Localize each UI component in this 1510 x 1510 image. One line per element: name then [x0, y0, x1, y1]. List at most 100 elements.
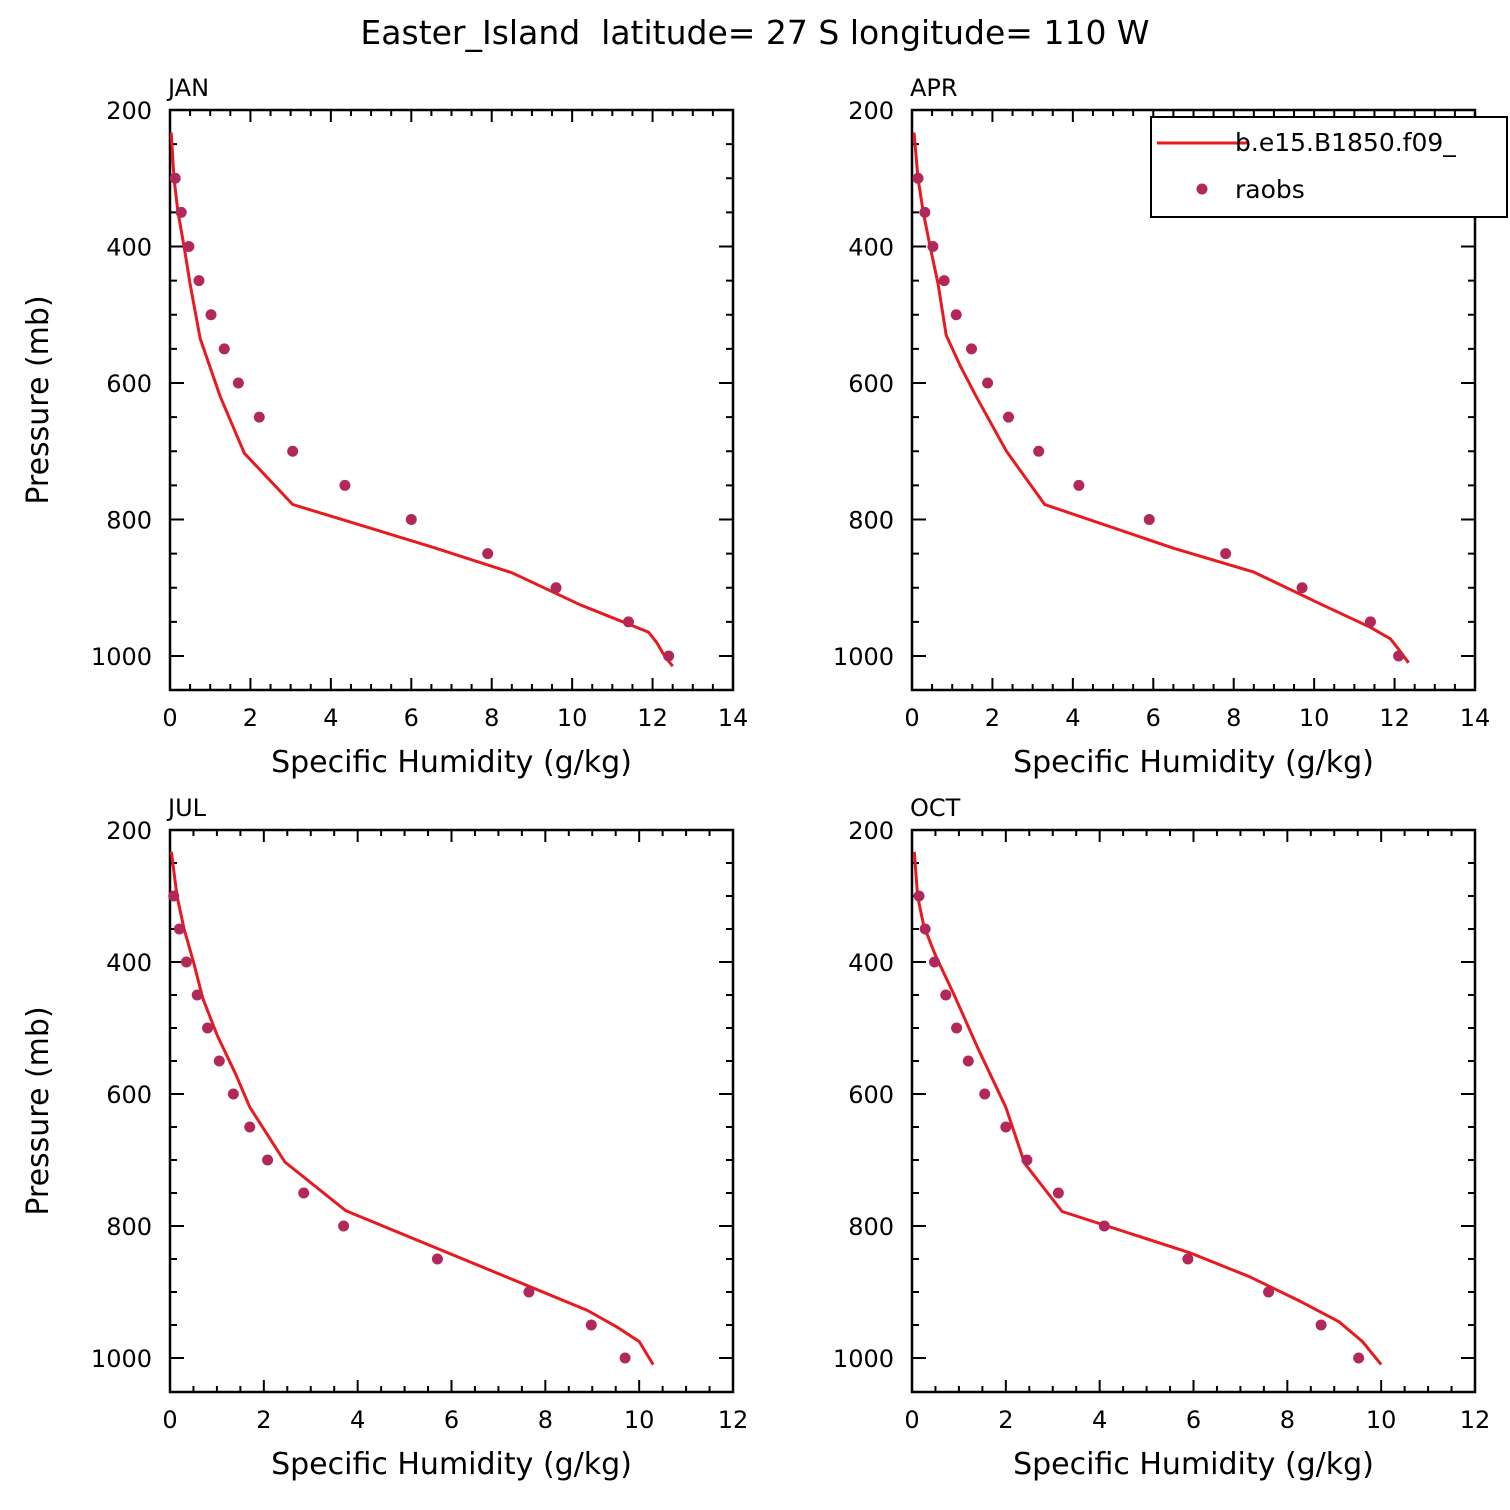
raobs-point	[244, 1121, 256, 1133]
raobs-point	[523, 1286, 535, 1298]
y-tick-label: 1000	[833, 1345, 894, 1373]
raobs-point	[622, 616, 634, 628]
raobs-point	[919, 206, 931, 218]
plot-frame	[168, 108, 735, 692]
y-tick-label: 200	[106, 817, 152, 845]
panel-label: APR	[910, 74, 958, 102]
legend: b.e15.B1850.f09_raobs	[1150, 116, 1508, 218]
y-tick-label: 1000	[833, 643, 894, 671]
x-tick-label: 2	[998, 1406, 1013, 1434]
figure-title: Easter_Island latitude= 27 S longitude= …	[360, 13, 1149, 52]
raobs-point	[927, 241, 939, 252]
model-series-line	[169, 851, 655, 1366]
raobs-point	[205, 309, 217, 321]
raobs-point	[1073, 479, 1085, 491]
x-tick-label: 10	[557, 704, 588, 732]
raobs-point	[1003, 411, 1015, 423]
x-tick-label: 2	[243, 704, 258, 732]
raobs-point	[298, 1187, 310, 1199]
y-tick-label: 800	[106, 1213, 152, 1241]
y-tick-label: 400	[848, 949, 894, 977]
x-tick-label: 6	[404, 704, 419, 732]
raobs-point	[168, 890, 180, 902]
raobs-point	[1315, 1319, 1327, 1331]
x-tick-label: 10	[624, 1406, 655, 1434]
raobs-point	[1098, 1220, 1110, 1232]
y-tick-label: 200	[848, 817, 894, 845]
raobs-point	[227, 1088, 239, 1100]
x-tick-label: 6	[1146, 704, 1161, 732]
x-tick-label: 10	[1366, 1406, 1397, 1434]
x-axis-label: Specific Humidity (g/kg)	[271, 1447, 632, 1482]
x-tick-label: 0	[162, 1406, 177, 1434]
raobs-point	[938, 275, 950, 287]
raobs-point	[287, 445, 299, 457]
raobs-point	[169, 172, 181, 184]
raobs-point	[1143, 514, 1155, 525]
raobs-point	[979, 1088, 991, 1100]
raobs-point	[1353, 1352, 1365, 1364]
y-tick-label: 200	[848, 97, 894, 125]
raobs-point	[585, 1319, 597, 1331]
raobs-point	[982, 377, 994, 389]
raobs-point	[1296, 582, 1308, 594]
raobs-point	[912, 172, 924, 184]
panel-oct: OCT 0 2 4 6 8 10 12 200 400 600 800 1000 Specific Hum…	[833, 794, 1490, 1482]
x-tick-label: 10	[1299, 704, 1330, 732]
y-tick-label: 1000	[91, 1345, 152, 1373]
raobs-point	[338, 1220, 350, 1232]
raobs-point	[193, 275, 205, 287]
y-tick-label: 400	[106, 949, 152, 977]
raobs-point	[940, 989, 952, 1001]
x-tick-label: 12	[637, 704, 668, 732]
raobs-point	[1364, 616, 1376, 628]
raobs-point	[1393, 650, 1405, 662]
raobs-point	[339, 479, 351, 491]
x-tick-label: 12	[718, 1406, 749, 1434]
raobs-point	[1021, 1154, 1033, 1166]
raobs-point	[180, 956, 192, 968]
legend-label-raobs: raobs	[1235, 175, 1305, 204]
raobs-point	[218, 343, 230, 355]
x-tick-label: 4	[350, 1406, 365, 1434]
x-tick-label: 0	[162, 704, 177, 732]
x-tick-label: 0	[904, 704, 919, 732]
y-tick-label: 600	[106, 370, 152, 398]
x-tick-label: 8	[1280, 1406, 1295, 1434]
x-tick-label: 2	[985, 704, 1000, 732]
raobs-point	[913, 890, 925, 902]
raobs-point	[919, 923, 931, 935]
x-axis-label: Specific Humidity (g/kg)	[271, 745, 632, 780]
plot-frame	[168, 828, 735, 1394]
x-tick-label: 4	[1092, 1406, 1107, 1434]
raobs-point	[619, 1352, 631, 1364]
raobs-point	[431, 1253, 443, 1265]
raobs-point	[550, 582, 562, 594]
x-tick-label: 12	[1460, 1406, 1491, 1434]
raobs-point	[966, 343, 978, 355]
y-axis-label: Pressure (mb)	[21, 295, 56, 504]
x-tick-label: 14	[718, 704, 749, 732]
panel-jan: JAN 0 2 4 6 8 10 12 14 200 400 600 800 1000 Specific H…	[21, 74, 748, 780]
model-series-line	[169, 132, 674, 668]
x-tick-label: 4	[323, 704, 338, 732]
panel-label: JUL	[166, 794, 207, 822]
panel-label: JAN	[166, 74, 209, 102]
raobs-point	[482, 548, 494, 560]
raobs-point	[202, 1022, 214, 1034]
y-tick-label: 1000	[91, 643, 152, 671]
plot-frame	[910, 828, 1477, 1394]
panel-label: OCT	[910, 794, 961, 822]
y-tick-label: 400	[848, 234, 894, 262]
x-tick-label: 8	[538, 1406, 553, 1434]
y-tick-label: 800	[106, 507, 152, 535]
y-axis-label: Pressure (mb)	[21, 1006, 56, 1215]
legend-marker-swatch	[1196, 183, 1208, 195]
y-tick-label: 600	[848, 370, 894, 398]
raobs-point	[962, 1055, 974, 1067]
raobs-point	[1000, 1121, 1012, 1133]
y-tick-label: 600	[848, 1081, 894, 1109]
raobs-point	[1182, 1253, 1194, 1265]
raobs-point	[232, 377, 244, 389]
